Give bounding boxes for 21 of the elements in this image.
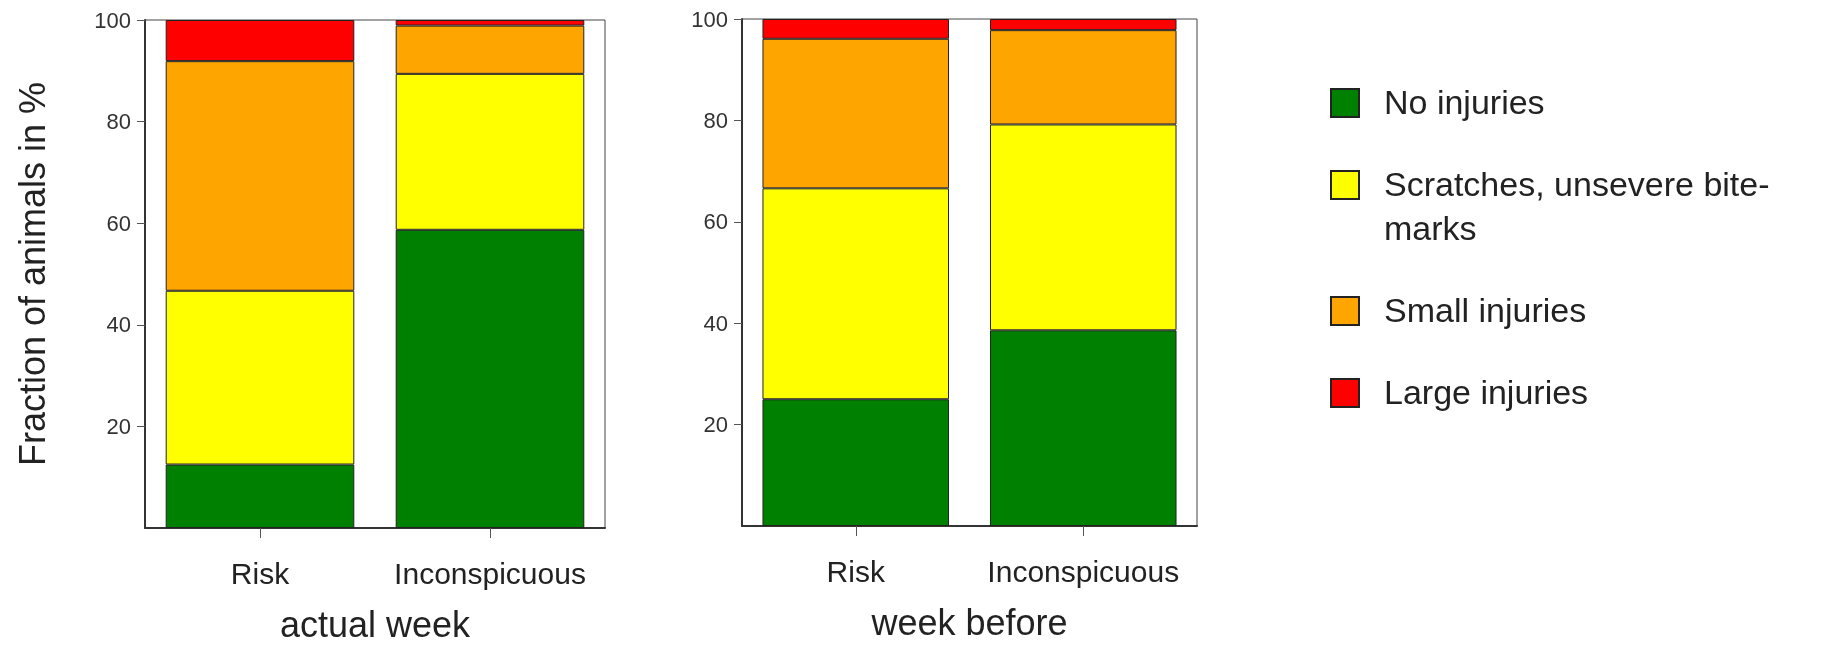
y-tick-label: 80 [106,109,131,135]
legend-label: Small injuries [1384,290,1588,331]
y-tick-label: 40 [703,310,728,336]
y-tick-label: 60 [106,210,131,236]
legend-label: Scratches, unsevere bite-marks [1384,164,1771,249]
x-tick-label: Risk [230,556,291,590]
y-tick-label: 60 [703,209,728,235]
legend-label: Large injuries [1384,372,1590,413]
x-tick-label: Inconspicuous [394,556,586,590]
x-tick-label: Risk [826,554,886,588]
y-tick-label: 40 [106,312,131,338]
y-tick-label: 100 [691,6,728,32]
y-tick-label: 20 [106,413,131,439]
x-axis-title: actual week [279,603,472,645]
y-tick-label: 100 [94,7,131,33]
x-tick-label: Inconspicuous [987,554,1180,588]
legend-label: No injuries [1384,82,1546,123]
y-tick-label: 80 [703,107,728,133]
y-axis-title: Fraction of animals in % [11,81,53,467]
x-axis-title: week before [870,601,1068,643]
y-tick-label: 20 [703,412,728,438]
